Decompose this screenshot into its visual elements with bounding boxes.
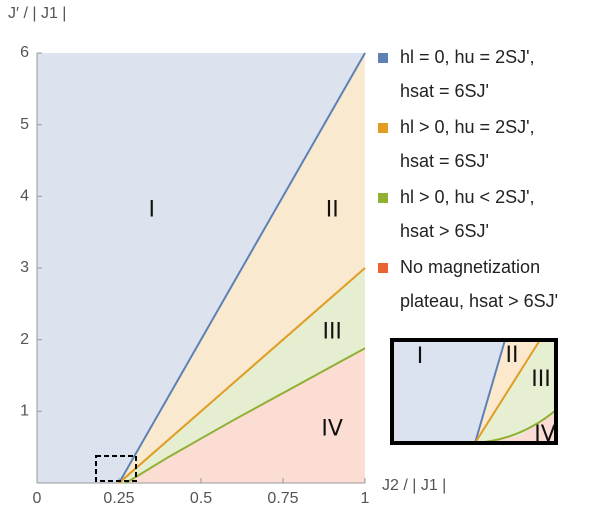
boundary-line [118, 267, 366, 484]
boundary-line [118, 52, 366, 484]
legend-label: hl > 0, hu < 2SJ', hsat > 6SJ' [400, 187, 540, 241]
x-tick-label: 0 [33, 490, 42, 507]
x-axis-label: J2 / | J1 | [382, 477, 446, 494]
inset-label: III [531, 367, 550, 392]
x-tick-label: 0.25 [103, 490, 134, 507]
region-label: I [149, 198, 156, 223]
y-tick-label: 3 [20, 259, 29, 276]
region-label: IV [321, 416, 343, 441]
y-tick-label: 4 [20, 188, 29, 205]
legend-swatch [378, 263, 388, 273]
y-tick-label: 1 [20, 403, 29, 420]
legend-label: hl > 0, hu = 2SJ', hsat = 6SJ' [400, 117, 540, 171]
y-tick-label: 6 [20, 44, 29, 61]
legend-label: No magnetization plateau, hsat > 6SJ' [400, 257, 558, 311]
y-tick-label: 5 [20, 116, 29, 133]
region-label: III [322, 320, 341, 345]
boundary-line [125, 347, 366, 484]
region [37, 53, 365, 483]
inset-label: II [506, 343, 519, 368]
x-tick-label: 1 [361, 490, 370, 507]
inset-frame [390, 338, 558, 445]
legend-swatch [378, 53, 388, 63]
inset-region [475, 340, 556, 443]
region-label: II [326, 198, 339, 223]
zoom-box [95, 455, 137, 482]
x-tick-label: 0.75 [267, 490, 298, 507]
inset-label: I [417, 344, 424, 369]
legend-swatch [378, 123, 388, 133]
legend-label: hl = 0, hu = 2SJ', hsat = 6SJ' [400, 47, 540, 101]
inset-label: IV [534, 422, 556, 447]
inset-line [474, 339, 541, 444]
legend-swatch [378, 193, 388, 203]
inset-line [474, 339, 506, 444]
inset-region [475, 410, 556, 443]
x-tick-label: 0.5 [190, 490, 212, 507]
y-tick-label: 2 [20, 331, 29, 348]
y-axis-label: J′ / | J1 | [8, 5, 66, 22]
inset: I II III IV [390, 338, 558, 447]
